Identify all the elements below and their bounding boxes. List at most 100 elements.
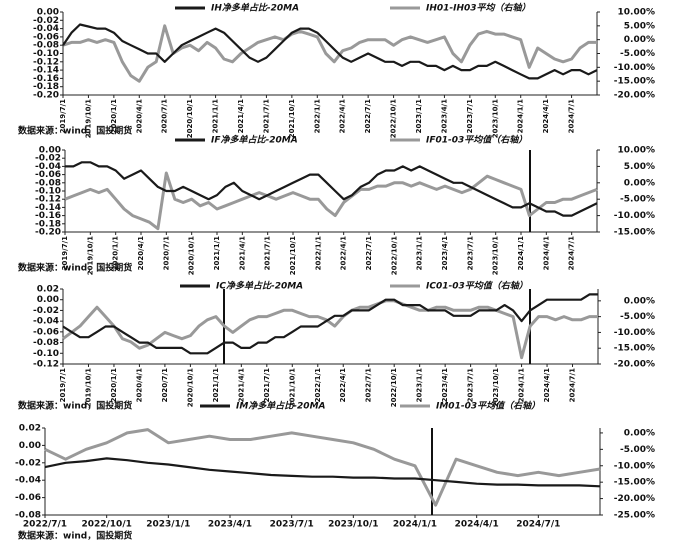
- x-tick-label: 2021/4/1: [237, 99, 245, 133]
- y-tick-label: 0.00: [37, 8, 59, 18]
- x-tick-label: 2019/10/1: [84, 368, 92, 407]
- x-tick-label: 2024/1/1: [393, 520, 437, 530]
- y-tick-label: -0.20: [35, 228, 61, 238]
- source-note: 数据来源：wind，国投期货: [18, 262, 132, 274]
- x-tick-label: 2020/4/1: [135, 99, 143, 133]
- y-tick-label: -0.20: [33, 91, 59, 101]
- y-tick-label: -0.16: [35, 211, 61, 221]
- y-tick-label: -0.14: [33, 66, 59, 76]
- x-tick-label: 2024/1/1: [518, 368, 526, 402]
- y2-tick-label: 0.00%: [624, 296, 655, 306]
- x-tick-label: 2022/7/1: [365, 236, 373, 270]
- x-tick-label: 2023/4/1: [440, 99, 448, 133]
- x-tick-label: 2020/7/1: [161, 368, 169, 402]
- x-tick-label: 2022/10/1: [81, 520, 131, 530]
- x-tick-label: 2023/1/1: [416, 368, 424, 402]
- legend-label: IH净多单占比-20MA: [211, 3, 299, 14]
- x-tick-label: 2019/10/1: [84, 99, 92, 138]
- x-tick-label: 2020/1/1: [110, 99, 118, 133]
- series-line: [62, 293, 598, 355]
- x-tick-label: 2023/7/1: [270, 520, 314, 530]
- x-tick-label: 2022/10/1: [390, 99, 398, 138]
- x-tick-label: 2024/4/1: [542, 99, 550, 133]
- x-tick-label: 2023/10/1: [492, 368, 500, 407]
- y-tick-label: -0.04: [15, 476, 41, 486]
- y-tick-label: -0.12: [33, 57, 59, 67]
- x-tick-label: 2020/4/1: [137, 236, 145, 270]
- series-line: [44, 457, 601, 488]
- y2-tick-label: 5.00%: [624, 21, 655, 31]
- x-tick-label: 2021/1/1: [212, 99, 220, 133]
- legend-label: IM01-03平均值（右轴）: [436, 401, 540, 412]
- x-tick-label: 2022/10/1: [390, 236, 398, 275]
- legend-label: IM净多单占比-20MA: [236, 401, 326, 412]
- x-tick-label: 2020/1/1: [112, 236, 120, 270]
- x-tick-label: 2024/7/1: [516, 520, 560, 530]
- series-line: [62, 23, 598, 80]
- x-tick-label: 2022/7/1: [364, 99, 372, 133]
- y-tick-label: -0.12: [35, 195, 61, 205]
- x-tick-label: 2020/10/1: [186, 99, 194, 138]
- x-tick-label: 2021/10/1: [288, 99, 296, 138]
- y2-tick-label: -5.00%: [620, 195, 655, 205]
- x-tick-label: 2022/7/1: [365, 368, 373, 402]
- legend-label: IH01-IH03平均（右轴）: [426, 3, 531, 14]
- x-tick-label: 2024/4/1: [542, 236, 550, 270]
- y-tick-label: -0.08: [33, 41, 59, 51]
- y-tick-label: 0.02: [19, 424, 41, 434]
- x-tick-label: 2024/4/1: [455, 520, 499, 530]
- y-tick-label: -0.06: [33, 327, 59, 337]
- y2-tick-label: 0.00%: [624, 428, 655, 438]
- x-tick-label: 2021/4/1: [237, 368, 245, 402]
- x-tick-label: 2024/7/1: [569, 368, 577, 402]
- x-tick-label: 2023/10/1: [491, 99, 499, 138]
- y2-tick-label: 10.00%: [618, 146, 656, 156]
- source-note: 数据来源：wind，国投期货: [18, 530, 132, 542]
- y2-tick-label: -10.00%: [614, 328, 655, 338]
- x-tick-label: 2020/10/1: [188, 236, 196, 275]
- legend-label: IC净多单占比-20MA: [216, 281, 303, 292]
- y-tick-label: -0.06: [33, 32, 59, 42]
- x-tick-label: 2024/4/1: [543, 368, 551, 402]
- x-tick-label: 2024/7/1: [568, 99, 576, 133]
- x-tick-label: 2019/7/1: [59, 99, 67, 133]
- y2-tick-label: -5.00%: [620, 445, 655, 455]
- source-note: 数据来源：wind，国投期货: [18, 400, 132, 412]
- x-tick-label: 2023/1/1: [416, 236, 424, 270]
- x-tick-label: 2023/7/1: [467, 368, 475, 402]
- x-tick-label: 2019/7/1: [59, 368, 67, 402]
- y-tick-label: -0.06: [15, 493, 41, 503]
- y2-tick-label: -15.00%: [614, 77, 655, 87]
- x-tick-label: 2022/1/1: [314, 368, 322, 402]
- x-tick-label: 2019/7/1: [61, 236, 69, 270]
- x-tick-label: 2021/7/1: [263, 368, 271, 402]
- x-tick-label: 2022/7/1: [23, 520, 67, 530]
- x-tick-label: 2021/7/1: [262, 99, 270, 133]
- x-tick-label: 2024/7/1: [568, 236, 576, 270]
- x-tick-label: 2022/4/1: [339, 368, 347, 402]
- y-tick-label: -0.10: [35, 187, 61, 197]
- x-tick-label: 2020/7/1: [162, 236, 170, 270]
- y-tick-label: -0.18: [35, 219, 61, 229]
- x-tick-label: 2020/7/1: [161, 99, 169, 133]
- y-tick-label: 0.00: [19, 441, 41, 451]
- y-tick-label: -0.02: [33, 16, 59, 26]
- x-tick-label: 2021/1/1: [213, 236, 221, 270]
- y-tick-label: -0.14: [35, 203, 61, 213]
- y2-tick-label: -10.00%: [614, 63, 655, 73]
- x-tick-label: 2021/10/1: [288, 368, 296, 407]
- y2-tick-label: -15.00%: [614, 228, 655, 238]
- y-tick-label: -0.10: [33, 349, 59, 359]
- y2-tick-label: -25.00%: [614, 511, 655, 521]
- legend-label: IC01-03平均值（右轴）: [426, 281, 528, 292]
- x-tick-label: 2023/7/1: [466, 99, 474, 133]
- y-tick-label: -0.04: [35, 162, 61, 172]
- x-tick-label: 2023/7/1: [466, 236, 474, 270]
- y-tick-label: -0.08: [35, 178, 61, 188]
- y-tick-label: -0.08: [15, 511, 41, 521]
- y2-tick-label: -15.00%: [614, 478, 655, 488]
- source-note: 数据来源：wind，国投期货: [18, 125, 132, 137]
- x-tick-label: 2021/7/1: [264, 236, 272, 270]
